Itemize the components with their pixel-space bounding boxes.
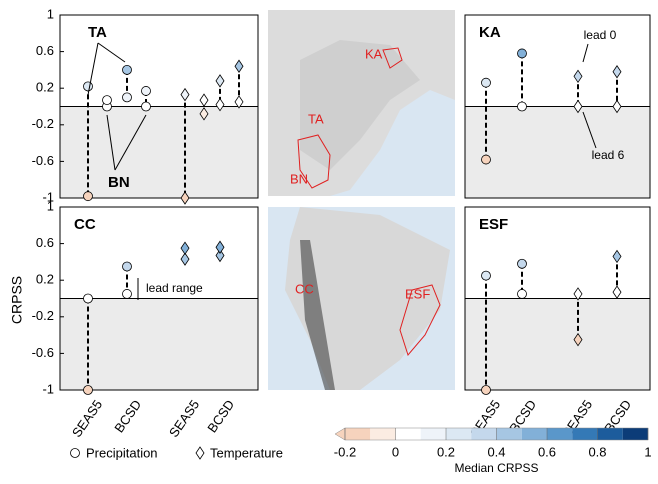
precipitation-marker (84, 82, 93, 91)
annotation-arrow (98, 43, 125, 62)
temperature-marker (216, 241, 224, 253)
colorbar-bin (471, 428, 496, 440)
temperature-marker (613, 66, 621, 78)
annotation: lead 6 (592, 148, 625, 162)
colorbar-bin (547, 428, 572, 440)
precipitation-marker (518, 259, 527, 268)
region-label: KA (479, 24, 501, 41)
precipitation-marker (123, 93, 132, 102)
region-label: BN (108, 174, 130, 191)
precipitation-marker (123, 65, 132, 74)
colorbar-tick-label: 0.6 (538, 444, 556, 459)
temperature-marker (613, 250, 621, 262)
precipitation-marker (103, 96, 112, 105)
colorbar-tick-label: 1 (644, 444, 651, 459)
precipitation-marker (482, 271, 491, 280)
colorbar-tick-label: 0.2 (437, 444, 455, 459)
temperature-marker (216, 75, 224, 87)
legend-label: Temperature (210, 445, 283, 460)
precipitation-marker (84, 294, 93, 303)
negative-shade (60, 107, 258, 199)
precipitation-marker (71, 449, 80, 458)
precipitation-marker (518, 102, 527, 111)
temperature-marker (200, 94, 208, 106)
colorbar-bin (497, 428, 522, 440)
map-region-label: ESF (405, 286, 430, 301)
precipitation-marker (482, 78, 491, 87)
map-panels (268, 10, 455, 390)
y-tick-label: 1 (47, 198, 54, 213)
colorbar-bin (598, 428, 623, 440)
region-label: CC (74, 216, 96, 233)
x-tick-label: SEAS5 (166, 397, 202, 440)
region-label: TA (88, 24, 107, 41)
temperature-marker (181, 253, 189, 265)
y-tick-label: -0.6 (32, 153, 54, 168)
colorbar-label: Median CRPSS (454, 461, 538, 475)
colorbar-bin (396, 428, 421, 440)
annotation: lead 0 (584, 28, 617, 42)
temperature-marker (181, 242, 189, 254)
colorbar-extension (335, 428, 345, 440)
map-region-label: TA (308, 111, 324, 126)
colorbar-bin (345, 428, 370, 440)
precipitation-marker (482, 155, 491, 164)
negative-shade (465, 299, 650, 391)
colorbar-bin (572, 428, 597, 440)
precipitation-marker (518, 49, 527, 58)
region-label: ESF (479, 216, 508, 233)
temperature-marker (235, 60, 243, 72)
y-tick-label: -1 (42, 381, 54, 396)
y-tick-label: 1 (47, 6, 54, 21)
map-region-label: CC (295, 281, 314, 296)
temperature-marker (181, 89, 189, 101)
precipitation-marker (123, 262, 132, 271)
figure: CRPSS -1 -0.6 -0.2 0.2 0.6 1 TA BN KA lead 0 lead … (0, 0, 658, 479)
precipitation-marker (518, 289, 527, 298)
colorbar-tick-label: -0.2 (334, 444, 356, 459)
negative-shade (60, 299, 258, 391)
annotation-arrow (88, 43, 98, 95)
precipitation-marker (142, 86, 151, 95)
x-tick-label: SEAS5 (69, 397, 105, 440)
temperature-marker (574, 70, 582, 82)
colorbar-bin (446, 428, 471, 440)
x-tick-label: BCSD (204, 397, 237, 435)
precipitation-marker (84, 192, 93, 201)
colorbar-tick-label: 0.8 (588, 444, 606, 459)
y-tick-label: 0.2 (36, 80, 54, 95)
y-tick-label: 0.6 (36, 43, 54, 58)
colorbar-tick-label: 0 (392, 444, 399, 459)
legend-label: Precipitation (86, 445, 158, 460)
precipitation-marker (482, 386, 491, 395)
precipitation-marker (84, 386, 93, 395)
annotation: lead range (146, 281, 203, 295)
temperature-marker (196, 447, 204, 459)
y-axis-label: CRPSS (9, 276, 25, 324)
y-tick-label: -0.6 (32, 345, 54, 360)
colorbar-bin (370, 428, 395, 440)
annotation-arrow (583, 44, 588, 62)
map-region-label: KA (365, 46, 383, 61)
y-tick-label: -0.2 (32, 308, 54, 323)
map-region-label: BN (290, 171, 308, 186)
y-tick-label: 0.6 (36, 235, 54, 250)
y-tick-label: 0.2 (36, 272, 54, 287)
temperature-marker (613, 286, 621, 298)
precipitation-marker (142, 102, 151, 111)
precipitation-marker (123, 289, 132, 298)
colorbar-tick-label: 0.4 (487, 444, 505, 459)
colorbar-bin (421, 428, 446, 440)
colorbar-bin (623, 428, 648, 440)
x-tick-label: BCSD (111, 397, 144, 435)
colorbar-bin (522, 428, 547, 440)
y-tick-label: -0.2 (32, 116, 54, 131)
